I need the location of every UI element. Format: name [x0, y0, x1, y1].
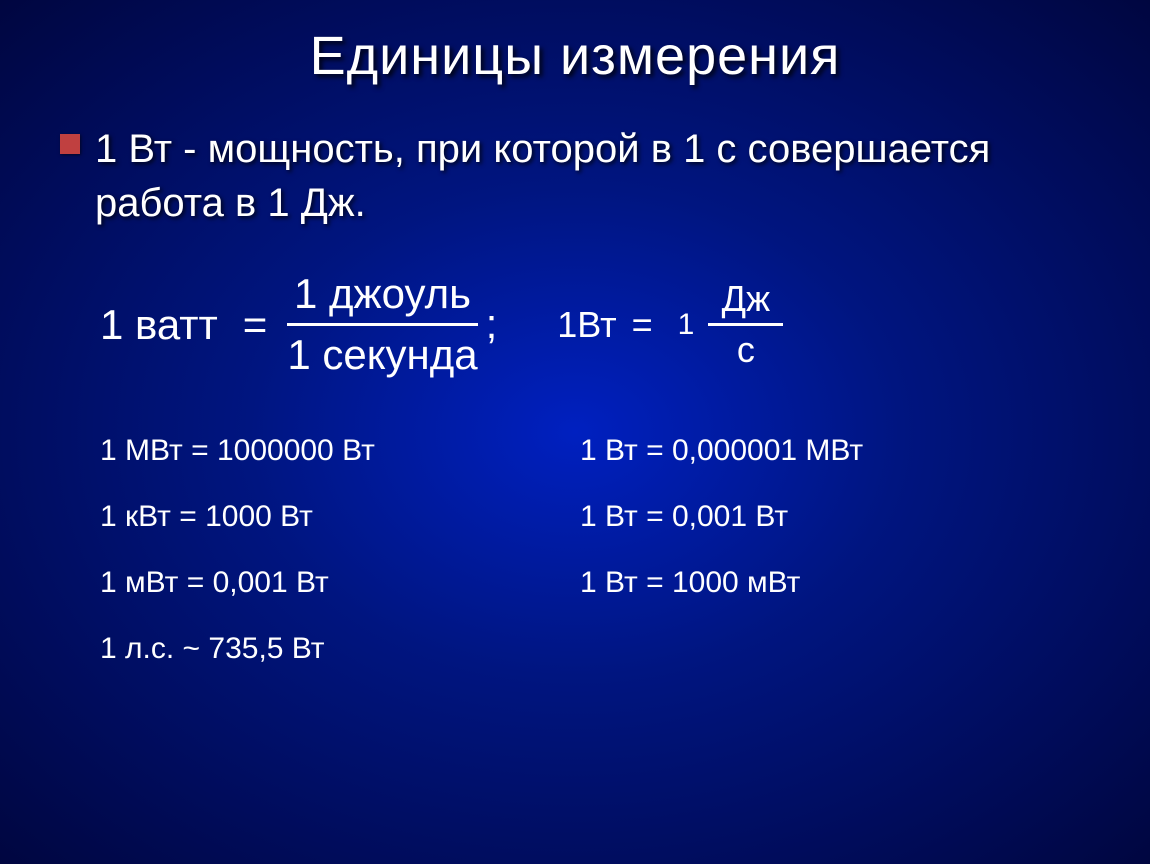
- bullet-item: 1 Вт - мощность, при которой в 1 с совер…: [60, 122, 1090, 230]
- conversion-row: 1 л.с. ~ 735,5 Вт: [100, 632, 580, 666]
- small-fraction-numerator: Дж: [722, 278, 770, 323]
- conversions-right-column: 1 Вт = 0,000001 МВт 1 Вт = 0,001 Вт 1 Вт…: [580, 434, 863, 698]
- conversion-row: 1 Вт = 0,000001 МВт: [580, 434, 863, 468]
- bullet-marker-icon: [60, 134, 80, 154]
- slide-title: Единицы измерения: [60, 25, 1090, 87]
- conversion-row: 1 мВт = 0,001 Вт: [100, 566, 580, 600]
- right-label: 1Вт: [557, 304, 616, 346]
- conversion-row: 1 кВт = 1000 Вт: [100, 500, 580, 534]
- conversion-row: 1 МВт = 1000000 Вт: [100, 434, 580, 468]
- slide-container: Единицы измерения 1 Вт - мощность, при к…: [0, 0, 1150, 723]
- bullet-text: 1 Вт - мощность, при которой в 1 с совер…: [95, 122, 1090, 230]
- fraction-numerator: 1 джоуль: [294, 270, 471, 323]
- conversion-row: 1 Вт = 1000 мВт: [580, 566, 863, 600]
- formula-left: 1 ватт = 1 джоуль 1 секунда: [100, 270, 478, 379]
- main-fraction: 1 джоуль 1 секунда: [287, 270, 477, 379]
- formula-row: 1 ватт = 1 джоуль 1 секунда ; 1Вт = 1 Дж…: [60, 270, 1090, 379]
- watt-label: 1 ватт: [100, 301, 218, 349]
- conversions-left-column: 1 МВт = 1000000 Вт 1 кВт = 1000 Вт 1 мВт…: [100, 434, 580, 698]
- fraction-denominator: 1 секунда: [287, 326, 477, 379]
- equals-sign: =: [243, 301, 268, 349]
- formula-right: 1Вт = 1 Дж с: [557, 278, 783, 371]
- conversions-container: 1 МВт = 1000000 Вт 1 кВт = 1000 Вт 1 мВт…: [60, 434, 1090, 698]
- right-equals: =: [632, 304, 653, 346]
- small-fraction-denominator: с: [737, 326, 755, 371]
- right-one: 1: [678, 308, 695, 342]
- small-fraction: Дж с: [708, 278, 783, 371]
- semicolon: ;: [486, 300, 498, 348]
- conversion-row: 1 Вт = 0,001 Вт: [580, 500, 863, 534]
